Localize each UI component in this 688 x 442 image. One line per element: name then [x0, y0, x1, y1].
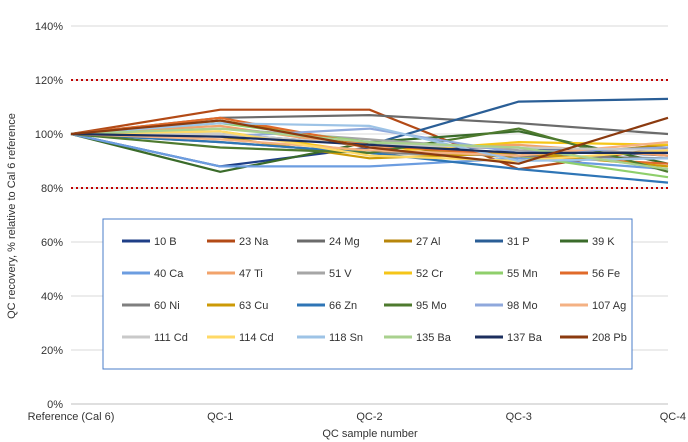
- y-tick-label: 140%: [35, 21, 63, 33]
- series-line: [70, 122, 669, 163]
- legend-label: 40 Ca: [154, 268, 184, 280]
- legend-label: 63 Cu: [239, 300, 268, 312]
- legend-label: 51 V: [329, 268, 352, 280]
- legend-label: 208 Pb: [592, 332, 627, 344]
- legend-label: 39 K: [592, 236, 615, 248]
- y-tick-label: 0%: [47, 399, 63, 411]
- legend-label: 107 Ag: [592, 300, 626, 312]
- legend-label: 24 Mg: [329, 236, 360, 248]
- legend-label: 52 Cr: [416, 268, 443, 280]
- x-tick-label: Reference (Cal 6): [28, 411, 115, 423]
- x-tick-label: QC-1: [207, 411, 233, 423]
- legend-label: 95 Mo: [416, 300, 447, 312]
- legend-label: 23 Na: [239, 236, 269, 248]
- legend: 10 B 23 Na 24 Mg 27 Al 31 P 39 K 40 Ca 47 Ti 51 …: [102, 218, 633, 370]
- legend-label: 47 Ti: [239, 268, 263, 280]
- legend-label: 98 Mo: [507, 300, 538, 312]
- x-tick-label: QC-3: [506, 411, 532, 423]
- legend-label: 10 B: [154, 236, 177, 248]
- x-tick-label: QC-4: [660, 411, 686, 423]
- legend-label: 66 Zn: [329, 300, 357, 312]
- y-tick-label: 40%: [41, 291, 63, 303]
- legend-box: [102, 218, 633, 370]
- y-tick-label: 60%: [41, 237, 63, 249]
- legend-label: 31 P: [507, 236, 530, 248]
- x-axis-title: QC sample number: [322, 428, 418, 440]
- legend-label: 60 Ni: [154, 300, 180, 312]
- legend-label: 114 Cd: [239, 332, 274, 344]
- legend-label: 55 Mn: [507, 268, 538, 280]
- legend-label: 111 Cd: [154, 332, 188, 344]
- y-tick-label: 80%: [41, 183, 63, 195]
- legend-label: 118 Sn: [329, 332, 363, 344]
- y-tick-label: 120%: [35, 75, 63, 87]
- series-lines: [70, 97, 669, 184]
- y-tick-label: 20%: [41, 345, 63, 357]
- series-line: [70, 132, 669, 157]
- legend-label: 135 Ba: [416, 332, 452, 344]
- y-tick-labels: 0% 20% 40% 60% 80% 100% 120% 140%: [35, 21, 63, 411]
- series-line: [70, 127, 669, 173]
- y-tick-label: 100%: [35, 129, 63, 141]
- x-tick-labels: Reference (Cal 6) QC-1 QC-2 QC-3 QC-4: [28, 411, 686, 423]
- series-line: [70, 127, 669, 171]
- series-line: [70, 132, 668, 154]
- legend-label: 137 Ba: [507, 332, 543, 344]
- legend-label: 27 Al: [416, 236, 440, 248]
- x-tick-label: QC-2: [356, 411, 382, 423]
- y-axis-title: QC recovery, % relative to Cal 6 referen…: [6, 113, 18, 319]
- legend-label: 56 Fe: [592, 268, 620, 280]
- series-line: [70, 116, 669, 165]
- series-line: [70, 130, 669, 163]
